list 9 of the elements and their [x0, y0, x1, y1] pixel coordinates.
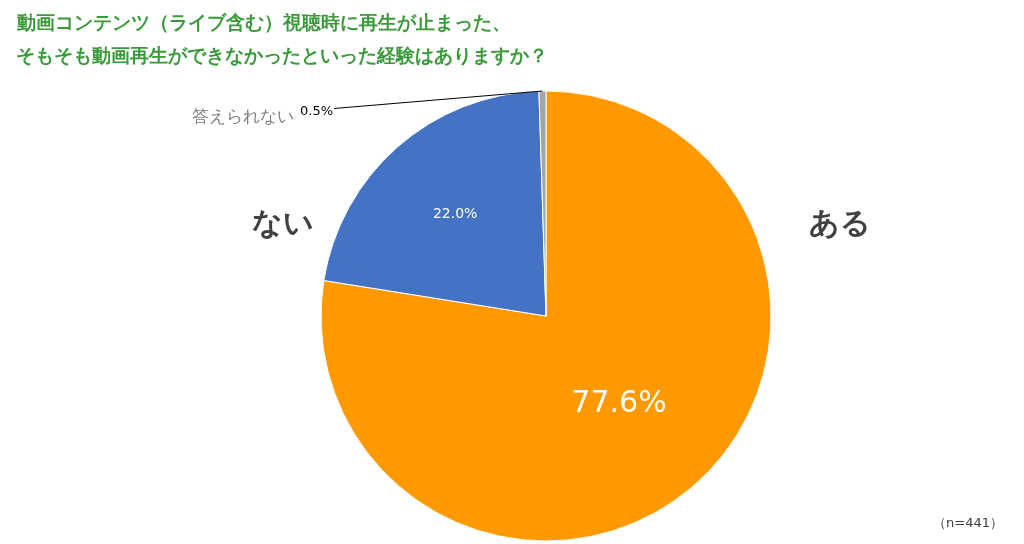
- slice-label: ある: [809, 205, 871, 240]
- data-label: 77.6%: [571, 384, 667, 420]
- text: （n=441）: [933, 515, 1003, 530]
- data-label: 0.5%: [300, 103, 334, 118]
- chart-title: 動画コンテンツ（ライブ含む）視聴時に再生が止まった、: [16, 11, 511, 33]
- chart-subtitle: そもそも動画再生ができなかったといった経験はありますか？: [16, 44, 548, 66]
- data-label: 22.0%: [432, 204, 478, 221]
- slice-label: ない: [252, 205, 314, 240]
- slice-label: 答えられない: [192, 106, 294, 126]
